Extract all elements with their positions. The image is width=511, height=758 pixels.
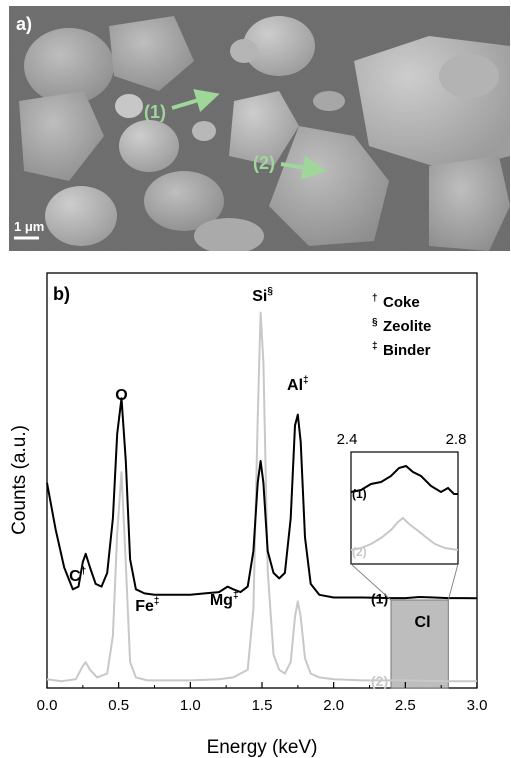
sem-texture: (1) (2) a) 1 μm bbox=[9, 6, 510, 251]
series-line-2 bbox=[46, 311, 477, 683]
x-tick-label: 0.5 bbox=[108, 697, 129, 714]
marker-2-label: (2) bbox=[253, 153, 275, 173]
series-label-1: (1) bbox=[371, 590, 388, 606]
cl-highlight-region bbox=[390, 599, 449, 689]
legend-mark: ‡ bbox=[372, 341, 378, 352]
series-label-2: (2) bbox=[371, 673, 388, 689]
x-tick-label: 0.0 bbox=[37, 697, 58, 714]
zoom-line-right bbox=[447, 563, 459, 601]
x-tick-label: 3.0 bbox=[467, 697, 488, 714]
peak-label-si: Si§ bbox=[252, 286, 273, 305]
y-axis-label: Counts (a.u.) bbox=[9, 425, 30, 535]
series-layer: (2) (1) bbox=[46, 311, 478, 689]
peak-label-fe: Fe‡ bbox=[135, 596, 159, 615]
inset-xmax-label: 2.8 bbox=[446, 431, 467, 448]
legend: † Coke § Zeolite ‡ Binder bbox=[372, 293, 431, 359]
x-axis-label: Energy (keV) bbox=[207, 737, 318, 758]
zoom-line-left bbox=[350, 563, 392, 601]
marker-2: (2) bbox=[253, 153, 327, 180]
marker-1: (1) bbox=[144, 89, 220, 122]
peak-label-cl: Cl bbox=[415, 614, 431, 631]
peak-labels: C† O Fe‡ Mg‡ Si§ Al‡ Cl bbox=[69, 286, 430, 631]
legend-label: Coke bbox=[383, 294, 420, 311]
inset-series-2 bbox=[350, 516, 459, 551]
legend-mark: † bbox=[372, 293, 378, 304]
x-axis: 0.0 0.5 1.0 1.5 2.0 2.5 3.0 bbox=[37, 682, 488, 714]
inset-series-2-label: (2) bbox=[352, 545, 367, 559]
scale-bar-label: 1 μm bbox=[14, 219, 44, 234]
x-tick-label: 2.0 bbox=[323, 697, 344, 714]
inset-series-1-label: (1) bbox=[352, 487, 367, 501]
eds-spectrum-chart: (2) (1) 0.0 0.5 1.0 1.5 2.0 2.5 3.0 Energy (keV… bbox=[0, 265, 511, 758]
peak-label-c: C† bbox=[69, 566, 86, 585]
sem-micrograph: (1) (2) a) 1 μm bbox=[9, 6, 510, 251]
legend-mark: § bbox=[372, 317, 378, 328]
series-line-1 bbox=[46, 397, 478, 600]
peak-label-o: O bbox=[115, 387, 127, 404]
marker-1-label: (1) bbox=[144, 102, 166, 122]
legend-label: Binder bbox=[383, 342, 431, 359]
inset: 2.4 2.8 (1) (2) bbox=[337, 431, 467, 601]
peak-label-al: Al‡ bbox=[287, 375, 309, 394]
panel-b-label: b) bbox=[53, 284, 70, 304]
inset-series-1 bbox=[350, 464, 458, 495]
x-tick-label: 1.0 bbox=[180, 697, 201, 714]
x-tick-label: 1.5 bbox=[252, 697, 273, 714]
panel-a-label: a) bbox=[16, 14, 32, 34]
peak-label-mg: Mg‡ bbox=[210, 590, 239, 609]
x-tick-label: 2.5 bbox=[395, 697, 416, 714]
inset-xmin-label: 2.4 bbox=[337, 431, 358, 448]
legend-label: Zeolite bbox=[383, 318, 431, 335]
